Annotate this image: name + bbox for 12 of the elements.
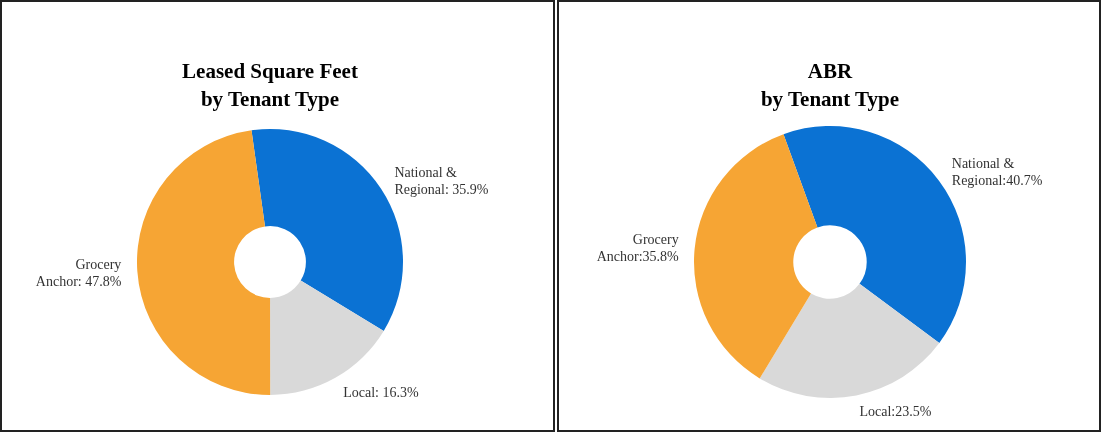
slice-label: National & Regional: 35.9% <box>394 164 489 197</box>
donut-slice <box>759 283 940 398</box>
slice-label: Local:23.5% <box>859 404 932 420</box>
slice-label: Grocery Anchor: 47.8% <box>35 257 122 289</box>
donut-slice <box>137 130 271 395</box>
slice-label: Grocery Anchor:35.8% <box>596 231 680 264</box>
donut-slice <box>270 280 384 395</box>
chart-title: Leased Square Feet by Tenant Type <box>182 59 358 111</box>
slice-label: National & Regional:40.7% <box>951 155 1043 188</box>
slice-label: Local: 16.3% <box>343 384 419 400</box>
chart-title: ABR by Tenant Type <box>760 59 900 111</box>
donut-slice <box>694 134 818 379</box>
